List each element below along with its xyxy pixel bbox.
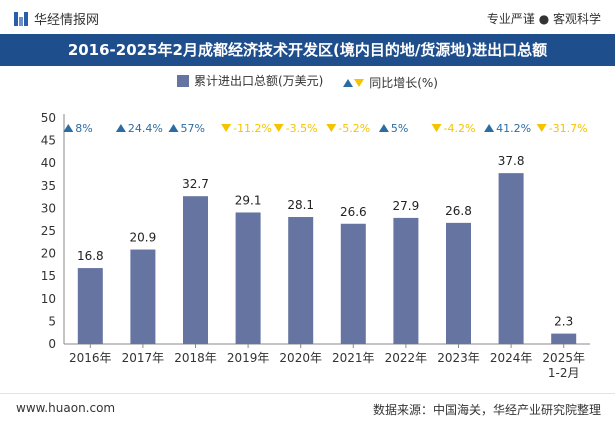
bar (498, 173, 524, 344)
growth-label: 41.2% (496, 122, 531, 135)
bar-value-label: 27.9 (393, 199, 420, 213)
y-tick-label: 20 (41, 247, 56, 261)
bar (235, 212, 261, 344)
growth-label: 57% (181, 122, 205, 135)
bar (77, 268, 103, 344)
bar-value-label: 32.7 (182, 177, 209, 191)
bar-value-label: 16.8 (77, 249, 104, 263)
y-tick-label: 5 (48, 314, 56, 328)
growth-label: 5% (391, 122, 408, 135)
growth-down-triangle-icon (536, 124, 547, 132)
bar-value-label: 2.3 (554, 315, 573, 329)
growth-up-triangle-icon (63, 124, 74, 132)
x-tick-label: 2024年 (490, 351, 533, 365)
bar (130, 249, 156, 344)
legend-item-bar: 累计进出口总额(万美元) (177, 72, 323, 89)
growth-label: -3.5% (286, 122, 318, 135)
x-tick-label: 2016年 (69, 351, 112, 365)
top-bar: 华经情报网 专业严谨 ● 客观科学 (0, 0, 615, 34)
y-tick-label: 15 (41, 269, 56, 283)
growth-label: -5.2% (338, 122, 370, 135)
growth-up-triangle-icon (115, 124, 126, 132)
y-tick-label: 50 (41, 111, 56, 125)
bar (340, 223, 366, 344)
x-tick-label: 2025年 (542, 351, 585, 365)
x-tick-label-line2: 1-2月 (548, 366, 580, 380)
x-tick-label: 2023年 (437, 351, 480, 365)
x-tick-label: 2020年 (279, 351, 322, 365)
growth-label: -4.2% (444, 122, 476, 135)
brand: 华经情报网 (14, 9, 99, 28)
x-tick-label: 2019年 (227, 351, 270, 365)
brand-name: 华经情报网 (34, 13, 100, 28)
bar-chart: 0 5 10 15 20 25 30 35 40 45 50 16.8 2016年 8% 20.9 2017年… (41, 111, 590, 380)
growth-up-triangle-icon (378, 124, 389, 132)
x-tick-label: 2021年 (332, 351, 375, 365)
growth-down-triangle-icon (273, 124, 284, 132)
footer-website: www.huaon.com (16, 401, 116, 415)
logo-icon (14, 11, 28, 26)
bar-value-label: 26.6 (340, 205, 367, 219)
legend-item-growth: 同比增长(%) (343, 74, 438, 91)
up-triangle-icon (343, 78, 354, 87)
x-tick-label: 2018年 (174, 351, 217, 365)
y-tick-label: 40 (41, 156, 56, 170)
bar-value-label: 37.8 (498, 154, 525, 168)
growth-up-triangle-icon (484, 124, 495, 132)
bar-value-label: 20.9 (130, 231, 157, 245)
bar-value-label: 28.1 (287, 198, 314, 212)
x-tick-label: 2017年 (122, 351, 165, 365)
y-tick-label: 25 (41, 224, 56, 238)
footer-divider (0, 393, 615, 394)
growth-down-triangle-icon (431, 124, 442, 132)
down-triangle-icon (354, 78, 365, 87)
legend-bar-label: 累计进出口总额(万美元) (194, 74, 324, 88)
growth-up-triangle-icon (168, 124, 179, 132)
bar (446, 222, 471, 344)
bar-value-label: 29.1 (235, 193, 262, 207)
growth-label: 8% (75, 122, 92, 135)
chart-title: 2016-2025年2月成都经济技术开发区(境内目的地/货源地)进出口总额 (0, 34, 615, 66)
footer-source: 数据来源：中国海关，华经产业研究院整理 (372, 403, 601, 417)
y-tick-label: 10 (41, 292, 56, 306)
bar-value-label: 26.8 (445, 204, 472, 218)
growth-label: 24.4% (128, 122, 163, 135)
y-tick-label: 35 (41, 179, 56, 193)
bar (551, 333, 577, 344)
y-tick-label: 30 (41, 201, 56, 215)
growth-label: -11.2% (233, 122, 272, 135)
bar (183, 196, 208, 344)
legend-growth-label: 同比增长(%) (369, 76, 438, 90)
growth-down-triangle-icon (326, 124, 337, 132)
growth-down-triangle-icon (221, 124, 232, 132)
growth-label: -31.7% (549, 122, 588, 135)
legend: 累计进出口总额(万美元) 同比增长(%) (0, 72, 615, 91)
legend-bar-swatch (177, 74, 189, 87)
bar (393, 217, 419, 344)
x-tick-label: 2022年 (385, 351, 428, 365)
y-tick-label: 0 (48, 337, 56, 351)
y-tick-label: 45 (41, 134, 56, 148)
bar (288, 216, 314, 344)
tagline: 专业严谨 ● 客观科学 (486, 12, 601, 26)
